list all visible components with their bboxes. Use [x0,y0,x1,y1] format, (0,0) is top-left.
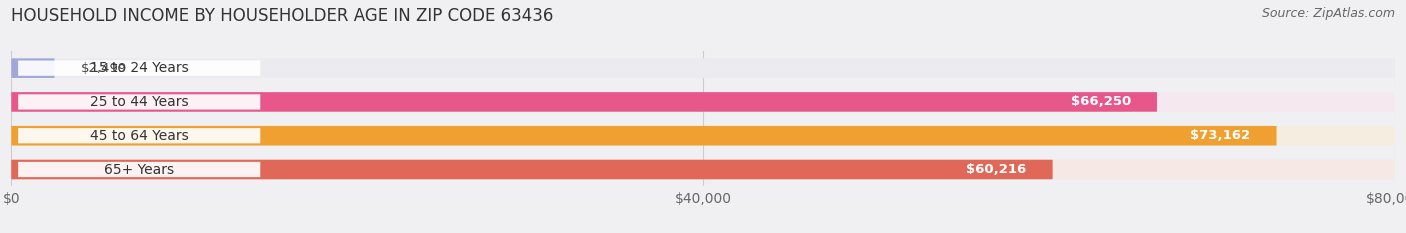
FancyBboxPatch shape [11,160,1053,179]
Text: $60,216: $60,216 [966,163,1026,176]
FancyBboxPatch shape [18,94,260,110]
Text: Source: ZipAtlas.com: Source: ZipAtlas.com [1261,7,1395,20]
Text: 45 to 64 Years: 45 to 64 Years [90,129,188,143]
FancyBboxPatch shape [11,58,1395,78]
FancyBboxPatch shape [11,160,1395,179]
Text: HOUSEHOLD INCOME BY HOUSEHOLDER AGE IN ZIP CODE 63436: HOUSEHOLD INCOME BY HOUSEHOLDER AGE IN Z… [11,7,554,25]
Text: 25 to 44 Years: 25 to 44 Years [90,95,188,109]
FancyBboxPatch shape [18,162,260,177]
Text: 65+ Years: 65+ Years [104,162,174,177]
Text: 15 to 24 Years: 15 to 24 Years [90,61,188,75]
FancyBboxPatch shape [11,92,1395,112]
Text: $2,499: $2,499 [80,62,127,75]
Text: $73,162: $73,162 [1191,129,1250,142]
Text: $66,250: $66,250 [1071,96,1130,108]
FancyBboxPatch shape [11,126,1395,146]
FancyBboxPatch shape [18,61,260,76]
FancyBboxPatch shape [11,126,1277,146]
FancyBboxPatch shape [18,128,260,143]
FancyBboxPatch shape [11,58,55,78]
FancyBboxPatch shape [11,92,1157,112]
